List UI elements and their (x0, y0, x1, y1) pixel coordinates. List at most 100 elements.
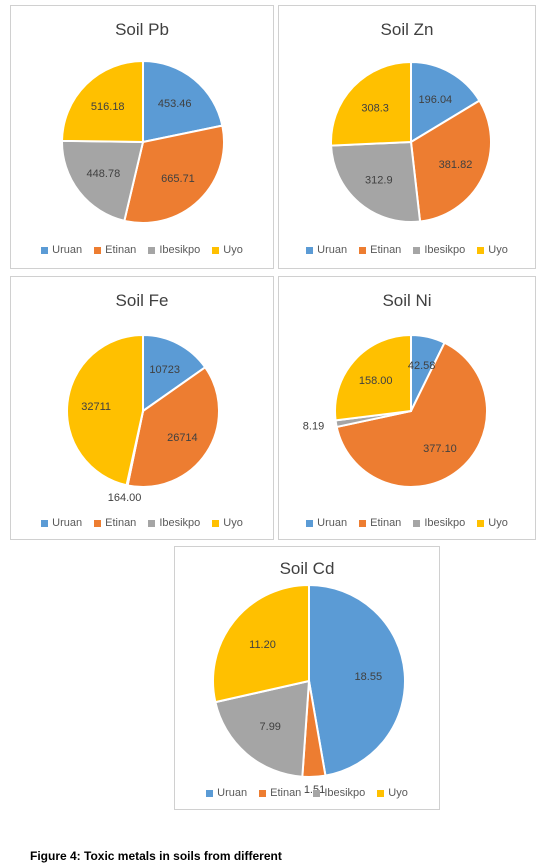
data-label-uyo: 32711 (81, 401, 111, 413)
legend-swatch (148, 519, 156, 527)
data-label-uyo: 308.3 (361, 103, 389, 115)
chart-title: Soil Zn (380, 20, 434, 39)
data-label-uruan: 453.46 (158, 98, 192, 110)
chart-legend: Uruan Etinan Ibesikpo Uyo (175, 787, 439, 799)
pie-slice-etinan (126, 365, 220, 488)
pie-slice-uruan (410, 60, 481, 144)
legend-swatch (306, 519, 314, 527)
legend-swatch (259, 789, 267, 797)
data-label-ibesikpo: 164.00 (108, 492, 142, 504)
pie-slice-etinan (409, 99, 492, 223)
chart-legend: Uruan Etinan Ibesikpo Uyo (11, 517, 273, 529)
data-label-uruan: 42.58 (408, 360, 436, 372)
legend-label: Etinan (105, 517, 137, 529)
legend-item-etinan: Etinan (94, 244, 136, 256)
legend-swatch (477, 246, 485, 254)
data-label-etinan: 377.10 (423, 443, 457, 455)
chart-panel-soil-fe: Soil Fe 10723 26714 164.00 32711 Uruan Etina… (10, 276, 274, 540)
pie-slice-uruan (142, 59, 224, 144)
legend-label: Uruan (52, 244, 83, 256)
pie-slice-uyo (334, 333, 412, 422)
legend-swatch (377, 789, 385, 797)
data-label-etinan: 26714 (167, 432, 198, 444)
legend-swatch (359, 246, 367, 254)
legend-label: Etinan (270, 787, 302, 799)
pie-chart: 42.58 377.10 8.19 158.00 (303, 333, 488, 488)
legend-item-ibesikpo: Ibesikpo (413, 517, 465, 529)
legend-item-ibesikpo: Ibesikpo (413, 244, 465, 256)
chart-legend: Uruan Etinan Ibesikpo Uyo (11, 244, 273, 256)
legend-label: Ibesikpo (159, 244, 201, 256)
pie-slice-ibesikpo (330, 140, 422, 223)
legend-item-uyo: Uyo (377, 787, 408, 799)
legend-item-uyo: Uyo (212, 244, 243, 256)
legend-swatch (94, 519, 102, 527)
legend-label: Ibesikpo (324, 787, 366, 799)
legend-item-ibesikpo: Ibesikpo (313, 787, 365, 799)
legend-label: Uyo (388, 787, 408, 799)
legend-label: Ibesikpo (424, 244, 466, 256)
legend-item-uyo: Uyo (477, 517, 508, 529)
pie-chart: 453.46 665.71 448.78 516.18 (60, 59, 225, 224)
legend-label: Uruan (217, 787, 248, 799)
legend-swatch (41, 246, 49, 254)
data-label-etinan: 381.82 (439, 159, 473, 171)
data-label-ibesikpo: 8.19 (303, 421, 324, 433)
legend-swatch (413, 246, 421, 254)
legend-item-etinan: Etinan (259, 787, 301, 799)
data-label-ibesikpo: 312.9 (365, 175, 393, 187)
pie-slice-uyo (212, 583, 310, 704)
legend-label: Etinan (105, 244, 137, 256)
legend-swatch (206, 789, 214, 797)
legend-swatch (313, 789, 321, 797)
legend-item-uruan: Uruan (41, 517, 82, 529)
legend-label: Uyo (488, 517, 508, 529)
chart-panel-soil-zn: Soil Zn 196.04 381.82 312.9 308.3 Uruan Etin… (278, 5, 536, 269)
pie-slice-uruan (308, 583, 406, 777)
legend-item-ibesikpo: Ibesikpo (148, 244, 200, 256)
chart-panel-soil-ni: Soil Ni 42.58 377.10 8.19 158.00 Uruan Etina… (278, 276, 536, 540)
pie-chart: 196.04 381.82 312.9 308.3 (330, 60, 492, 223)
legend-item-uruan: Uruan (306, 244, 347, 256)
data-label-uruan: 10723 (149, 364, 180, 376)
data-label-uyo: 158.00 (359, 375, 393, 387)
legend-label: Uyo (488, 244, 508, 256)
pie-chart: 10723 26714 164.00 32711 (66, 333, 220, 504)
data-label-uruan: 18.55 (355, 671, 383, 683)
pie-slice-ibesikpo (61, 139, 145, 223)
data-label-ibesikpo: 448.78 (87, 168, 121, 180)
legend-label: Etinan (370, 517, 402, 529)
legend-swatch (41, 519, 49, 527)
chart-title: Soil Cd (279, 559, 335, 578)
legend-swatch (413, 519, 421, 527)
data-label-ibesikpo: 7.99 (260, 721, 281, 733)
pie-slice-etinan (123, 124, 225, 224)
data-label-uyo: 11.20 (249, 639, 276, 651)
figure-caption: Figure 4: Toxic metals in soils from dif… (30, 849, 282, 863)
pie-slice-uyo (60, 59, 144, 144)
legend-swatch (306, 246, 314, 254)
chart-title: Soil Pb (115, 20, 169, 39)
chart-title: Soil Ni (382, 291, 432, 310)
legend-label: Etinan (370, 244, 402, 256)
pie-slice-uyo (66, 333, 144, 487)
legend-item-uruan: Uruan (206, 787, 247, 799)
pie-slice-uruan (142, 333, 207, 413)
legend-item-etinan: Etinan (359, 517, 401, 529)
legend-item-uruan: Uruan (41, 244, 82, 256)
chart-legend: Uruan Etinan Ibesikpo Uyo (279, 244, 535, 256)
data-label-etinan: 665.71 (161, 173, 195, 185)
legend-label: Uruan (52, 517, 83, 529)
legend-swatch (212, 246, 220, 254)
legend-item-etinan: Etinan (94, 517, 136, 529)
legend-item-ibesikpo: Ibesikpo (148, 517, 200, 529)
legend-swatch (148, 246, 156, 254)
legend-swatch (359, 519, 367, 527)
data-label-uruan: 196.04 (419, 94, 453, 106)
legend-item-uruan: Uruan (306, 517, 347, 529)
data-label-uyo: 516.18 (91, 101, 125, 113)
legend-label: Uyo (223, 517, 243, 529)
pie-slice-uyo (330, 60, 412, 147)
pie-slice-ibesikpo (214, 679, 311, 778)
